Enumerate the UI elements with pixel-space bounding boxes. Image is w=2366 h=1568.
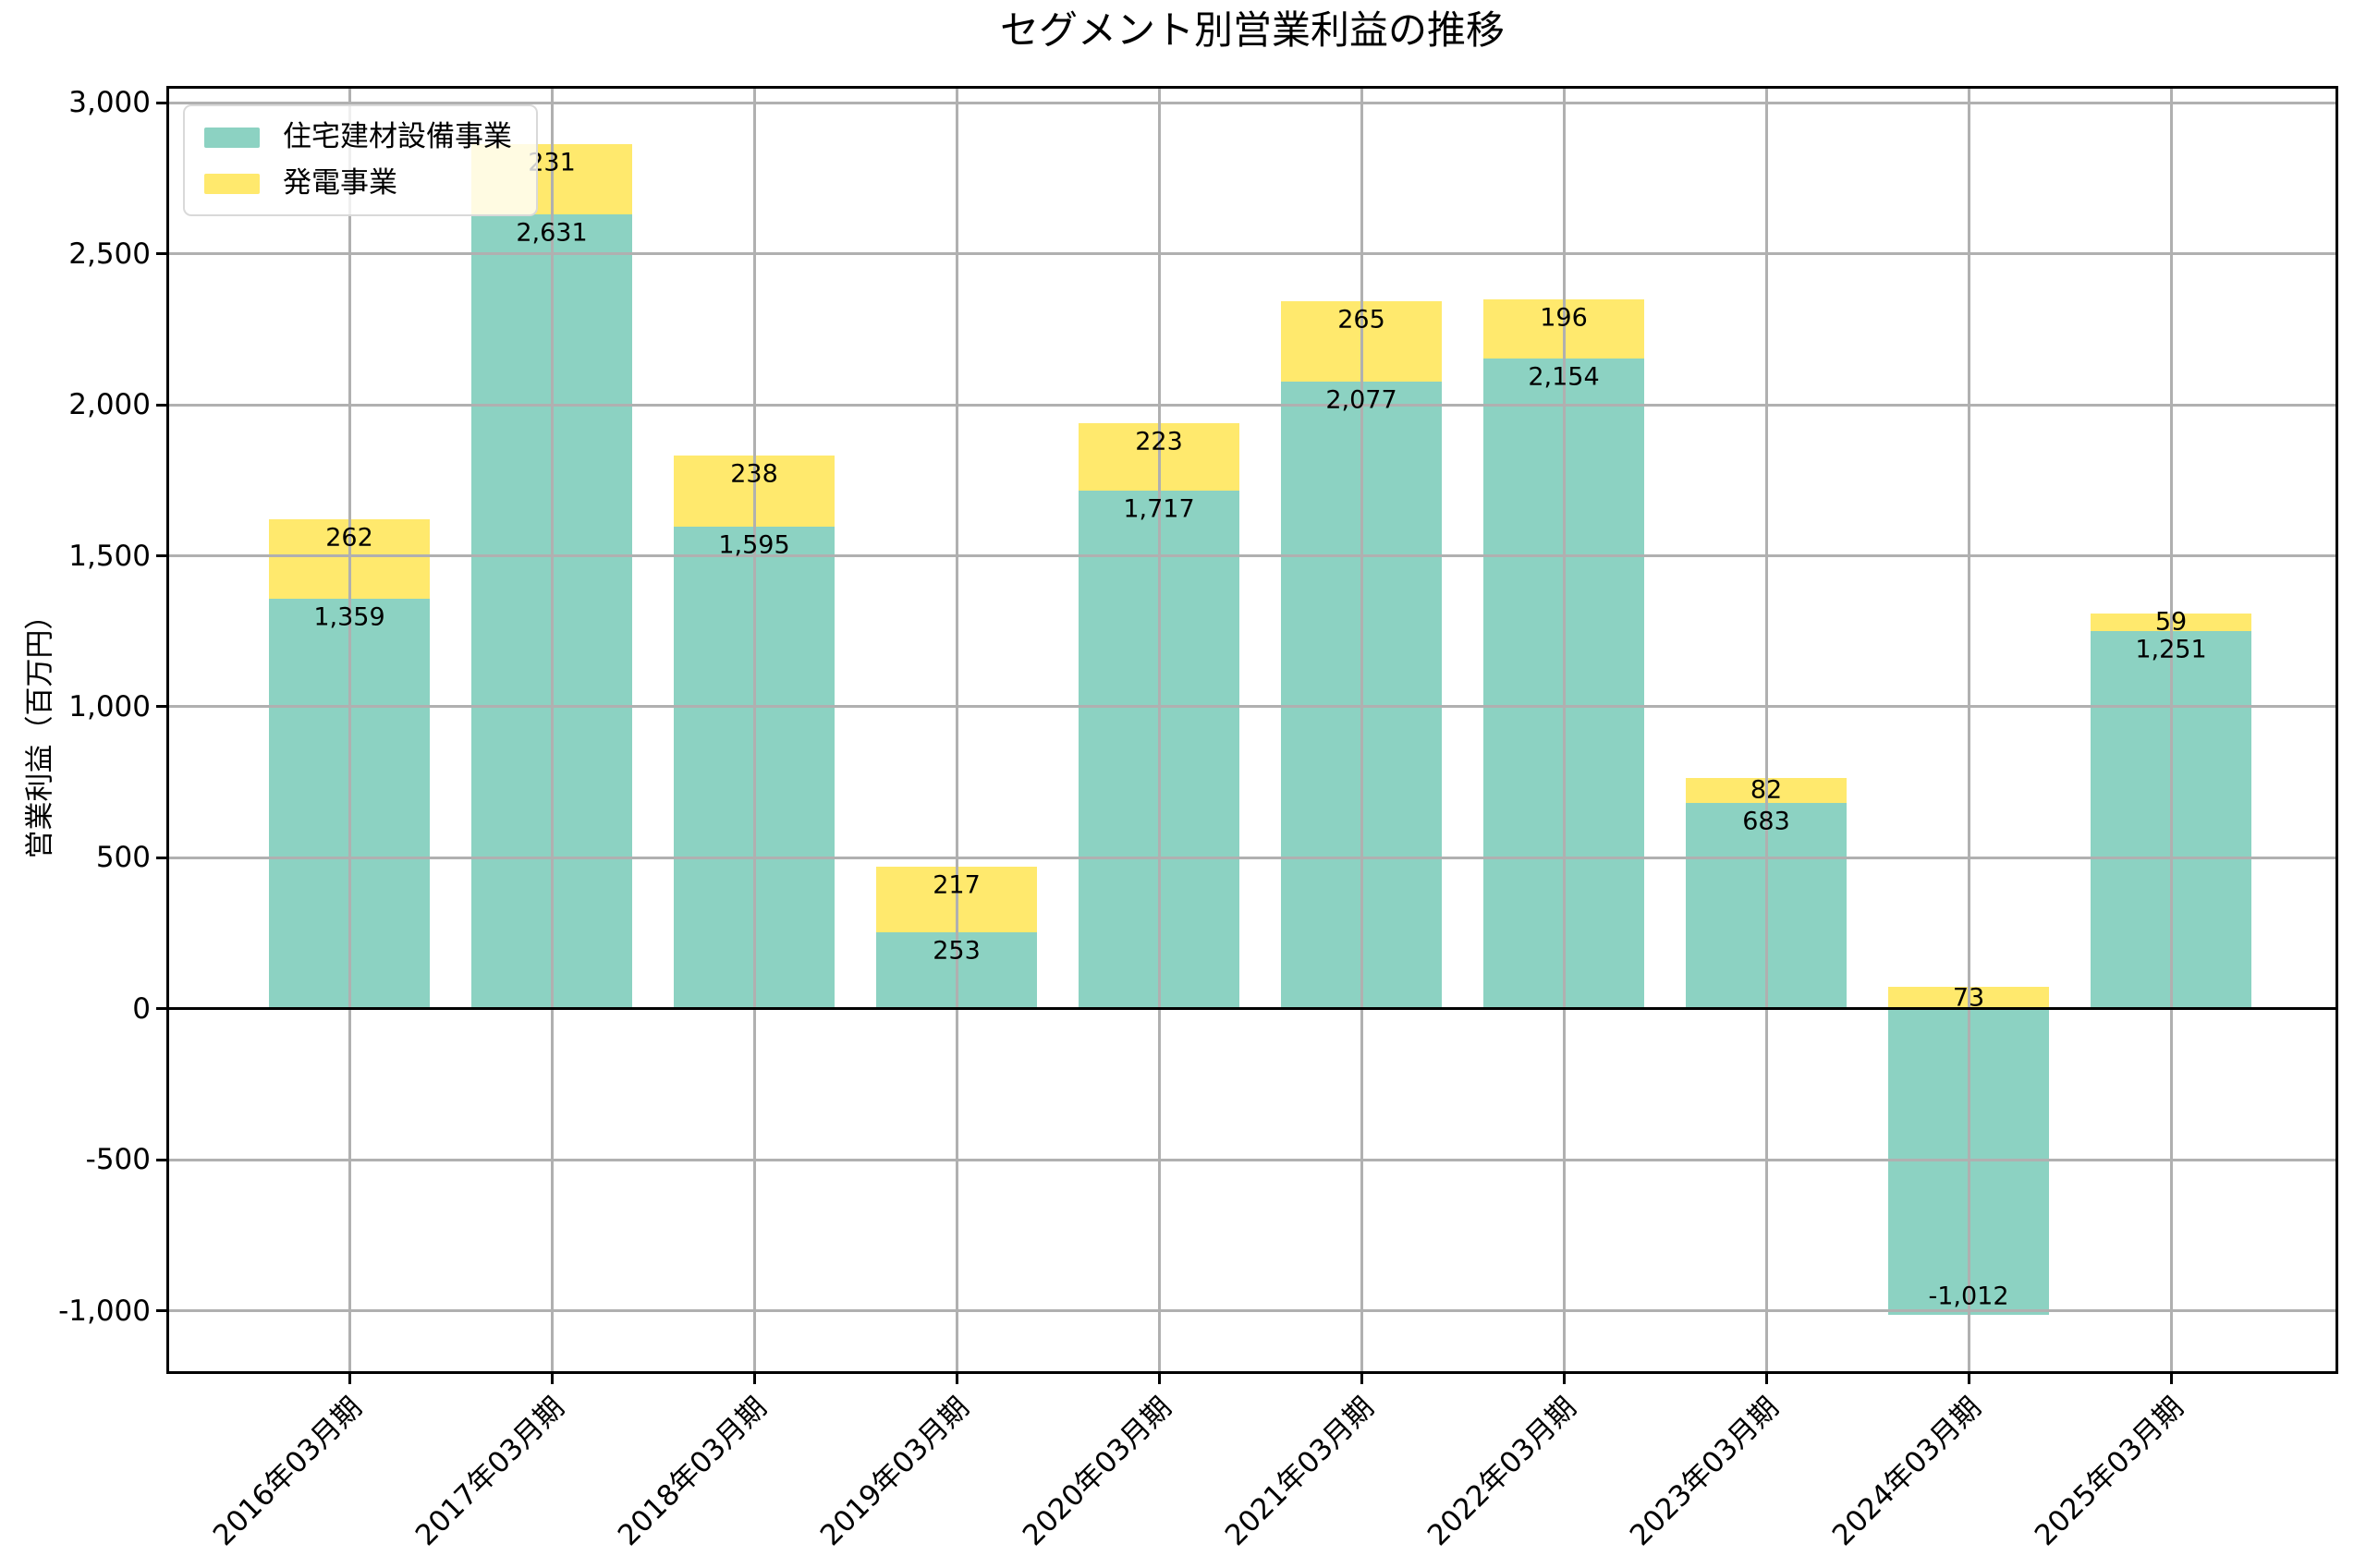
y-tick-mark xyxy=(156,252,169,256)
y-tick-label: 0 xyxy=(132,991,151,1026)
bar-value-label: 2,077 xyxy=(1325,385,1397,415)
x-tick-mark xyxy=(1562,1371,1566,1384)
grid-line-vertical xyxy=(348,89,351,1371)
plot-area xyxy=(166,86,2338,1374)
bar-value-label: 223 xyxy=(1135,427,1183,456)
grid-line-horizontal xyxy=(169,252,2336,256)
y-tick-mark xyxy=(156,1158,169,1161)
bar-value-label: 238 xyxy=(730,459,778,489)
x-tick-mark xyxy=(955,1371,958,1384)
x-tick-label: 2021年03月期 xyxy=(1218,1391,1381,1553)
bar-value-label: 2,631 xyxy=(516,218,588,248)
legend-label: 発電事業 xyxy=(283,166,397,201)
bar-value-label: 1,595 xyxy=(718,530,790,560)
x-tick-mark xyxy=(1360,1371,1363,1384)
bar-value-label: 73 xyxy=(1952,983,1985,1013)
y-tick-label: 2,500 xyxy=(68,237,151,271)
grid-line-horizontal xyxy=(169,705,2336,709)
grid-line-vertical xyxy=(1764,89,1768,1371)
grid-line-vertical xyxy=(1562,89,1566,1371)
y-tick-mark xyxy=(156,403,169,407)
x-tick-label: 2020年03月期 xyxy=(1016,1391,1178,1553)
grid-line-horizontal xyxy=(169,554,2336,557)
x-tick-label: 2016年03月期 xyxy=(206,1391,369,1553)
y-tick-mark xyxy=(156,705,169,709)
y-tick-label: -1,000 xyxy=(58,1294,151,1328)
y-tick-mark xyxy=(156,1007,169,1011)
bar-value-label: -1,012 xyxy=(1928,1282,2009,1311)
y-tick-label: 3,000 xyxy=(68,86,151,120)
bar-value-label: 683 xyxy=(1742,807,1790,836)
y-tick-label: 2,000 xyxy=(68,388,151,421)
grid-line-vertical xyxy=(1967,89,1970,1371)
y-tick-label: -500 xyxy=(85,1143,151,1177)
bar-value-label: 2,154 xyxy=(1528,362,1600,392)
legend-item: 発電事業 xyxy=(204,166,512,201)
y-tick-mark xyxy=(156,101,169,104)
x-tick-label: 2022年03月期 xyxy=(1421,1391,1583,1553)
bar-value-label: 262 xyxy=(325,523,373,553)
x-tick-mark xyxy=(1967,1371,1970,1384)
x-tick-label: 2023年03月期 xyxy=(1623,1391,1786,1553)
legend-item: 住宅建材設備事業 xyxy=(204,120,512,154)
grid-line-vertical xyxy=(1157,89,1161,1371)
grid-line-vertical xyxy=(955,89,958,1371)
bar-value-label: 1,251 xyxy=(2135,635,2207,664)
x-tick-label: 2025年03月期 xyxy=(2028,1391,2190,1553)
zero-line xyxy=(169,1007,2336,1011)
x-tick-mark xyxy=(550,1371,554,1384)
y-axis-label: 営業利益（百万円） xyxy=(23,601,57,859)
legend-label: 住宅建材設備事業 xyxy=(283,120,512,153)
y-tick-label: 500 xyxy=(95,841,151,875)
x-tick-label: 2018年03月期 xyxy=(611,1391,774,1553)
y-tick-mark xyxy=(156,856,169,859)
grid-line-horizontal xyxy=(169,101,2336,104)
grid-line-horizontal xyxy=(169,856,2336,859)
grid-line-vertical xyxy=(1360,89,1363,1371)
x-tick-label: 2024年03月期 xyxy=(1825,1391,1988,1553)
grid-line-vertical xyxy=(2169,89,2173,1371)
grid-line-vertical xyxy=(752,89,756,1371)
bar-value-label: 253 xyxy=(933,936,981,966)
x-tick-mark xyxy=(1157,1371,1161,1384)
x-tick-label: 2017年03月期 xyxy=(409,1391,571,1553)
grid-line-horizontal xyxy=(169,403,2336,407)
grid-line-horizontal xyxy=(169,1309,2336,1313)
chart-title: セグメント別営業利益の推移 xyxy=(999,7,1506,53)
bar-value-label: 1,717 xyxy=(1123,494,1195,524)
x-tick-mark xyxy=(348,1371,351,1384)
x-tick-mark xyxy=(752,1371,756,1384)
y-tick-mark xyxy=(156,1309,169,1313)
bar-value-label: 1,359 xyxy=(313,602,385,632)
x-tick-mark xyxy=(1764,1371,1768,1384)
y-tick-label: 1,000 xyxy=(68,689,151,723)
grid-line-horizontal xyxy=(169,1158,2336,1161)
bar-value-label: 196 xyxy=(1540,303,1588,333)
bar-value-label: 82 xyxy=(1750,775,1783,805)
bar-value-label: 59 xyxy=(2154,607,2188,637)
legend-swatch-housing-materials-icon xyxy=(204,127,260,148)
legend-swatch-power-generation-icon xyxy=(204,173,260,194)
bar-value-label: 265 xyxy=(1337,305,1385,334)
y-tick-label: 1,500 xyxy=(68,539,151,573)
grid-line-vertical xyxy=(550,89,554,1371)
y-tick-mark xyxy=(156,554,169,557)
x-tick-label: 2019年03月期 xyxy=(813,1391,976,1553)
legend: 住宅建材設備事業 発電事業 xyxy=(183,104,538,217)
x-tick-mark xyxy=(2169,1371,2173,1384)
bar-value-label: 217 xyxy=(933,870,981,900)
